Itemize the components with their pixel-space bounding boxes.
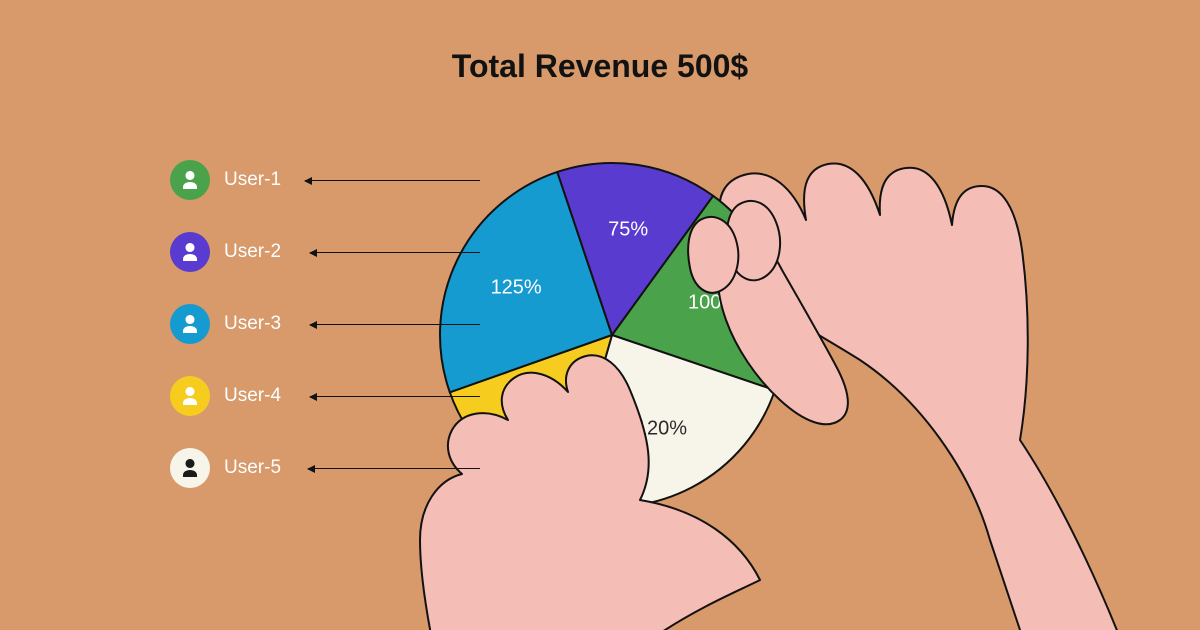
leader-line [308, 468, 480, 469]
pie-slice-label-3: 75% [519, 401, 559, 424]
legend-item-label: User-5 [224, 457, 281, 479]
user-avatar-icon [170, 304, 210, 344]
legend-item-user-3: User-3 [170, 304, 281, 344]
leader-line [310, 324, 480, 325]
legend-item-label: User-2 [224, 241, 281, 263]
legend-item-user-2: User-2 [170, 232, 281, 272]
pie-slice-label-4: 125% [491, 277, 542, 300]
legend-item-user-1: User-1 [170, 160, 281, 200]
leader-line [310, 396, 480, 397]
user-avatar-icon [170, 232, 210, 272]
legend-item-label: User-4 [224, 385, 281, 407]
user-avatar-icon [170, 376, 210, 416]
user-avatar-icon [170, 160, 210, 200]
legend-item-label: User-1 [224, 169, 281, 191]
legend-item-user-4: User-4 [170, 376, 281, 416]
legend: User-1 User-2 User-3 User-4 User-5 [170, 160, 281, 488]
pie-slice-label-2: 120% [636, 418, 687, 441]
pie-slice-label-5: 75% [608, 218, 648, 241]
infographic-canvas: Total Revenue 500$ 100% 120% 75% 125% 75% Us… [0, 0, 1200, 630]
user-avatar-icon [170, 448, 210, 488]
pie-slice-label-1: 100% [688, 291, 739, 314]
leader-line [310, 252, 480, 253]
revenue-pie-chart: 100% 120% 75% 125% 75% [438, 161, 786, 509]
legend-item-label: User-3 [224, 313, 281, 335]
pie-svg [438, 161, 786, 509]
page-title: Total Revenue 500$ [0, 48, 1200, 85]
leader-line [305, 180, 480, 181]
legend-item-user-5: User-5 [170, 448, 281, 488]
